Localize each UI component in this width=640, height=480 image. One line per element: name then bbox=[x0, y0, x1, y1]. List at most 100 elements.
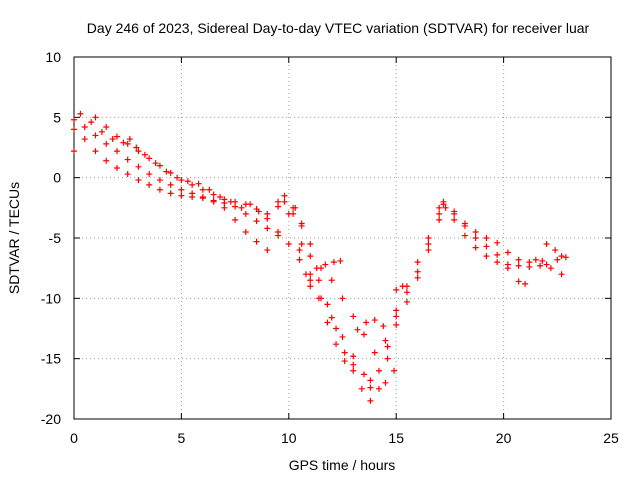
data-point bbox=[414, 259, 421, 266]
data-point bbox=[146, 181, 153, 188]
data-point bbox=[242, 210, 249, 217]
data-point bbox=[133, 144, 140, 151]
data-point bbox=[483, 253, 490, 260]
data-point bbox=[354, 326, 361, 333]
data-point bbox=[315, 295, 322, 302]
data-point bbox=[403, 298, 410, 305]
data-point bbox=[113, 133, 120, 140]
data-point bbox=[360, 371, 367, 378]
data-point bbox=[341, 349, 348, 356]
data-point bbox=[547, 265, 554, 272]
y-axis-label: SDTVAR / TECUs bbox=[6, 182, 22, 294]
data-point bbox=[307, 253, 314, 260]
y-tick-label: 5 bbox=[53, 109, 61, 125]
y-axis: -20 -15 -10 -5 0 5 10 bbox=[41, 49, 611, 427]
data-point bbox=[393, 307, 400, 314]
data-point bbox=[163, 168, 170, 175]
data-point bbox=[92, 148, 99, 155]
data-point bbox=[425, 241, 432, 248]
data-point bbox=[461, 232, 468, 239]
data-point bbox=[88, 119, 95, 126]
data-point bbox=[371, 317, 378, 324]
data-point bbox=[436, 216, 443, 223]
y-tick-label: -5 bbox=[49, 230, 62, 246]
data-point bbox=[494, 239, 501, 246]
data-point bbox=[156, 177, 163, 184]
data-point bbox=[494, 259, 501, 266]
data-point bbox=[451, 208, 458, 215]
series-track-e bbox=[71, 148, 565, 391]
data-point bbox=[146, 171, 153, 178]
data-point bbox=[264, 215, 271, 222]
data-point bbox=[376, 385, 383, 392]
x-axis-label: GPS time / hours bbox=[289, 457, 396, 473]
data-point bbox=[552, 247, 559, 254]
data-point bbox=[451, 216, 458, 223]
data-point bbox=[558, 271, 565, 278]
data-point bbox=[210, 191, 217, 198]
data-point bbox=[333, 325, 340, 332]
data-point bbox=[210, 198, 217, 205]
data-point bbox=[558, 253, 565, 260]
data-point bbox=[313, 265, 320, 272]
data-point bbox=[71, 126, 77, 133]
data-point bbox=[242, 228, 249, 235]
data-point bbox=[135, 177, 142, 184]
data-point bbox=[124, 171, 131, 178]
data-point bbox=[363, 319, 370, 326]
data-point bbox=[367, 377, 374, 384]
data-point bbox=[350, 361, 357, 368]
data-point bbox=[436, 210, 443, 217]
data-point bbox=[515, 262, 522, 269]
data-point bbox=[296, 256, 303, 263]
data-point bbox=[393, 321, 400, 328]
data-point bbox=[384, 355, 391, 362]
data-point bbox=[425, 235, 432, 241]
data-point bbox=[543, 241, 550, 248]
data-point bbox=[380, 323, 387, 330]
data-point bbox=[440, 198, 447, 205]
data-point bbox=[174, 174, 181, 181]
data-point bbox=[103, 123, 110, 130]
data-point bbox=[113, 165, 120, 172]
data-point bbox=[178, 177, 185, 184]
data-point bbox=[71, 116, 77, 123]
data-point bbox=[330, 259, 337, 266]
data-point bbox=[307, 277, 314, 284]
data-point bbox=[178, 192, 185, 199]
data-point bbox=[532, 256, 539, 263]
data-point bbox=[436, 204, 443, 211]
data-point bbox=[315, 277, 322, 284]
data-point bbox=[124, 156, 131, 163]
data-point bbox=[156, 162, 163, 169]
data-point bbox=[264, 225, 271, 232]
data-point bbox=[504, 249, 511, 256]
series-track-c bbox=[92, 114, 357, 368]
data-point bbox=[515, 256, 522, 263]
y-tick-label: -10 bbox=[41, 290, 61, 306]
data-point bbox=[217, 193, 224, 200]
data-point bbox=[384, 343, 391, 350]
data-point bbox=[393, 313, 400, 320]
data-point bbox=[281, 198, 288, 205]
data-point bbox=[103, 140, 110, 147]
x-tick-label: 5 bbox=[178, 430, 186, 446]
data-point bbox=[526, 259, 533, 266]
data-point bbox=[442, 204, 449, 211]
data-point bbox=[206, 186, 213, 193]
series-track-a bbox=[71, 126, 565, 384]
data-point bbox=[515, 278, 522, 285]
data-point bbox=[135, 163, 142, 170]
data-point bbox=[195, 180, 202, 187]
data-point bbox=[472, 244, 479, 251]
data-point bbox=[71, 148, 77, 155]
data-point bbox=[322, 261, 329, 268]
x-tick-label: 0 bbox=[70, 430, 78, 446]
data-point bbox=[275, 228, 282, 235]
grid-lines bbox=[74, 57, 611, 419]
data-point bbox=[472, 228, 479, 235]
data-point bbox=[504, 265, 511, 272]
data-point bbox=[391, 367, 398, 374]
data-point bbox=[275, 203, 282, 210]
data-point bbox=[135, 148, 142, 155]
